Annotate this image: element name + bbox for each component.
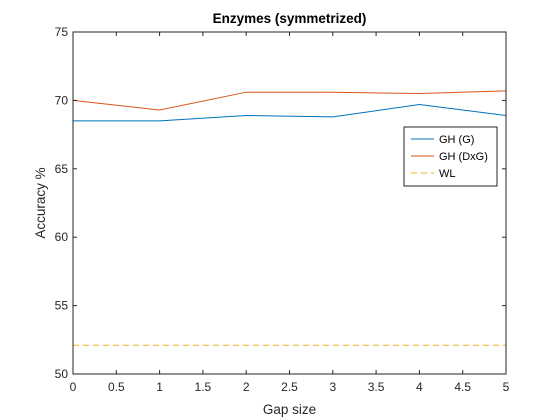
y-tick-label: 70 [55,93,69,107]
y-axis-label: Accuracy % [33,167,48,238]
y-tick-label: 75 [55,25,69,39]
y-tick-label: 50 [55,367,69,381]
legend-entry-label: GH (DxG) [439,151,488,163]
x-tick-label: 0.5 [108,380,125,394]
x-tick-label: 4.5 [454,380,471,394]
legend: GH (G) GH (DxG) WL [404,127,497,186]
x-tick-label: 3 [329,380,336,394]
legend-entry-label: GH (G) [439,134,474,146]
x-axis-label: Gap size [263,402,316,417]
plot-area [73,32,506,374]
x-tick-label: 5 [503,380,510,394]
chart-title: Enzymes (symmetrized) [213,11,367,26]
legend-entry-label: WL [439,168,456,180]
y-tick-label: 60 [55,230,69,244]
y-tick-label: 65 [55,162,69,176]
x-tick-label: 0 [70,380,77,394]
x-tick-label: 4 [416,380,423,394]
x-tick-label: 2.5 [281,380,298,394]
x-tick-label: 1.5 [195,380,212,394]
y-tick-label: 55 [55,299,69,313]
x-tick-label: 2 [243,380,250,394]
x-tick-label: 1 [156,380,163,394]
x-tick-label: 3.5 [368,380,385,394]
